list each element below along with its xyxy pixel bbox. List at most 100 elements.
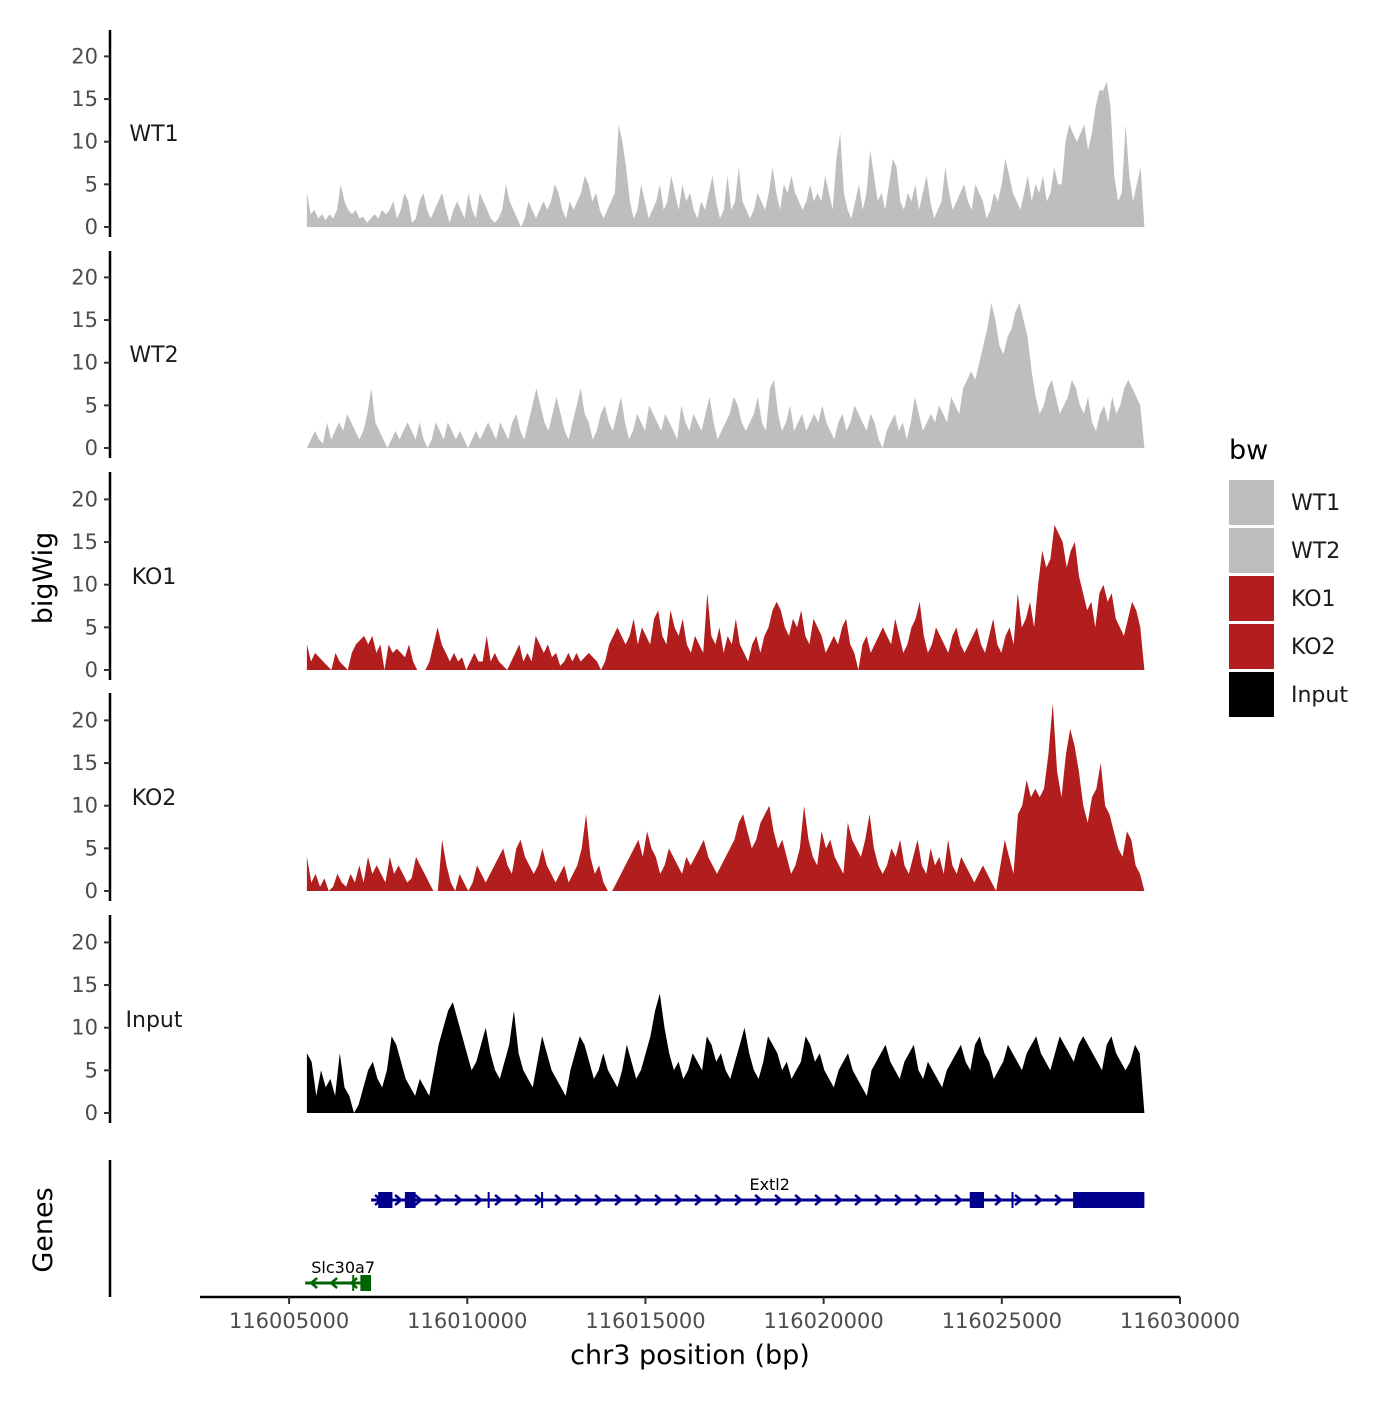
track-label-wt1: WT1 <box>129 122 178 147</box>
strand-arrow <box>1034 1194 1044 1206</box>
y-tick-label: 5 <box>85 615 98 639</box>
strand-arrow <box>674 1194 684 1206</box>
track-input: Input 0 5 10 15 20 <box>71 915 1145 1125</box>
legend-swatch <box>1229 480 1274 525</box>
y-tick-label: 15 <box>71 751 98 775</box>
strand-arrow <box>309 1277 318 1289</box>
y-tick-label: 10 <box>71 351 98 375</box>
signal-area-wt2 <box>306 303 1145 448</box>
strand-arrow <box>654 1194 664 1206</box>
x-tick-label: 116025000 <box>942 1309 1062 1333</box>
legend-label: WT2 <box>1291 539 1340 564</box>
strand-arrow <box>434 1194 444 1206</box>
x-axis-title: chr3 position (bp) <box>570 1340 810 1371</box>
strand-arrow <box>874 1194 884 1206</box>
y-tick-label: 20 <box>71 487 98 511</box>
strand-arrow <box>349 1277 358 1289</box>
strand-arrow <box>954 1194 964 1206</box>
legend-label: WT1 <box>1291 491 1340 516</box>
y-tick-label: 0 <box>85 658 98 682</box>
exon-block <box>360 1275 372 1291</box>
legend-item-ko2: KO2 <box>1229 624 1336 669</box>
strand-arrow <box>574 1194 584 1206</box>
signal-area-wt1 <box>306 82 1145 227</box>
genes-track-title: Genes <box>28 1187 59 1272</box>
legend-swatch <box>1229 624 1274 669</box>
strand-arrow <box>754 1194 764 1206</box>
strand-arrow <box>554 1194 564 1206</box>
legend-item-wt1: WT1 <box>1229 480 1340 525</box>
y-tick-label: 5 <box>85 1058 98 1082</box>
legend-swatch <box>1229 528 1274 573</box>
legend-label: KO1 <box>1291 587 1336 612</box>
track-label-ko1: KO1 <box>132 565 177 590</box>
exon-block <box>378 1192 393 1208</box>
strand-arrow <box>854 1194 864 1206</box>
x-tick-label: 116030000 <box>1120 1309 1240 1333</box>
strand-arrow <box>934 1194 944 1206</box>
strand-arrow <box>794 1194 804 1206</box>
legend-swatch <box>1229 672 1274 717</box>
strand-arrow <box>814 1194 824 1206</box>
genes-layer: Extl2 Slc30a7 <box>305 1175 1145 1291</box>
y-tick-label: 15 <box>71 87 98 111</box>
strand-arrow <box>1054 1194 1064 1206</box>
y-tick-label: 15 <box>71 308 98 332</box>
legend-item-wt2: WT2 <box>1229 528 1340 573</box>
x-tick-label: 116020000 <box>764 1309 884 1333</box>
y-tick-label: 20 <box>71 930 98 954</box>
tracks-layer: WT1 0 5 10 15 20 WT2 0 5 10 15 20 KO1 0 5 10 15 20 KO2 0 5 10… <box>71 30 1145 1125</box>
gene-label-extl2: Extl2 <box>749 1175 789 1194</box>
strand-arrow <box>694 1194 704 1206</box>
track-wt2: WT2 0 5 10 15 20 <box>71 251 1145 460</box>
y-tick-label: 10 <box>71 573 98 597</box>
y-tick-label: 15 <box>71 530 98 554</box>
x-tick-label: 116015000 <box>585 1309 705 1333</box>
legend-item-ko1: KO1 <box>1229 576 1336 621</box>
track-ko1: KO1 0 5 10 15 20 <box>71 472 1145 682</box>
signal-area-ko1 <box>306 525 1145 670</box>
track-label-input: Input <box>126 1008 183 1033</box>
x-tick-label: 116010000 <box>407 1309 527 1333</box>
axes-layer: 116005000 116010000 116015000 116020000 1160… <box>108 1160 1240 1333</box>
y-tick-label: 10 <box>71 1016 98 1040</box>
legend-item-input: Input <box>1229 672 1348 717</box>
y-tick-label: 0 <box>85 436 98 460</box>
y-tick-label: 5 <box>85 172 98 196</box>
track-ko2: KO2 0 5 10 15 20 <box>71 693 1145 903</box>
strand-arrow <box>734 1194 744 1206</box>
y-tick-label: 5 <box>85 393 98 417</box>
exon-block <box>404 1192 416 1208</box>
strand-arrow <box>894 1194 904 1206</box>
legend-label: Input <box>1291 683 1348 708</box>
y-tick-label: 20 <box>71 44 98 68</box>
y-tick-label: 0 <box>85 879 98 903</box>
y-tick-label: 5 <box>85 836 98 860</box>
y-tick-label: 15 <box>71 973 98 997</box>
exon-block <box>1073 1192 1145 1208</box>
strand-arrow <box>494 1194 504 1206</box>
strand-arrow <box>634 1194 644 1206</box>
strand-arrow <box>474 1194 484 1206</box>
y-tick-label: 0 <box>85 1101 98 1125</box>
strand-arrow <box>414 1194 424 1206</box>
legend-layer: WT1 WT2 KO1 KO2 Input <box>1229 480 1348 717</box>
signal-area-input <box>306 993 1145 1113</box>
legend-label: KO2 <box>1291 635 1336 660</box>
strand-arrow <box>329 1277 338 1289</box>
x-tick-label: 116005000 <box>229 1309 349 1333</box>
y-tick-label: 10 <box>71 130 98 154</box>
strand-arrow <box>594 1194 604 1206</box>
strand-arrow <box>774 1194 784 1206</box>
strand-arrow <box>394 1194 404 1206</box>
strand-arrow <box>714 1194 724 1206</box>
strand-arrow <box>1014 1194 1024 1206</box>
signal-area-ko2 <box>306 703 1145 891</box>
legend-swatch <box>1229 576 1274 621</box>
y-tick-label: 20 <box>71 265 98 289</box>
track-label-wt2: WT2 <box>129 343 178 368</box>
strand-arrow <box>914 1194 924 1206</box>
strand-arrow <box>994 1194 1004 1206</box>
gene-label-slc30a7: Slc30a7 <box>311 1258 375 1277</box>
